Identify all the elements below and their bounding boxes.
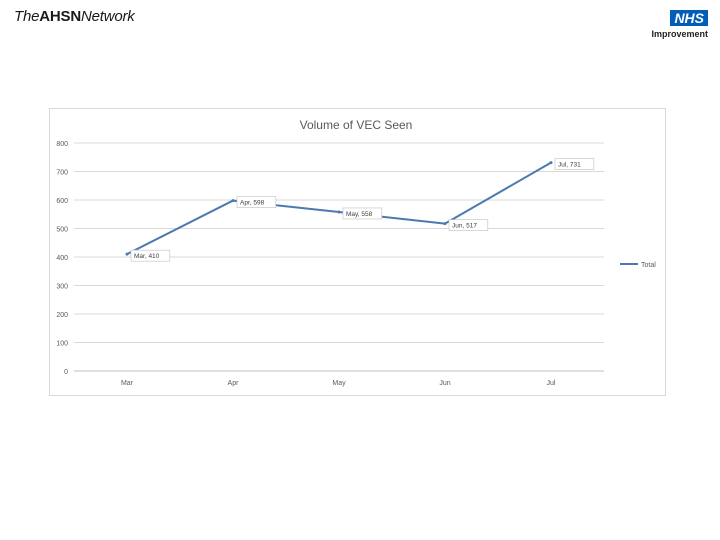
data-label-box (236, 196, 277, 208)
y-tick-label: 700 (56, 170, 68, 177)
chart-title: Volume of VEC Seen (300, 118, 413, 132)
x-tick-label: May (332, 380, 346, 387)
data-label: Mar, 410 (130, 249, 171, 262)
data-label-text: May, 558 (346, 211, 373, 218)
data-label-box (448, 219, 489, 231)
data-label-text: Jun, 517 (452, 223, 477, 230)
brand-the: The (14, 8, 40, 25)
y-tick-label: 600 (56, 198, 68, 205)
x-tick-label: Mar (121, 380, 134, 387)
y-tick-label: 400 (56, 255, 68, 262)
y-tick-label: 300 (56, 284, 68, 291)
data-label-box (130, 249, 171, 262)
data-label: Apr, 598 (236, 196, 277, 208)
nhs-logo-text: NHS (670, 10, 708, 26)
data-label-text: Mar, 410 (134, 253, 160, 260)
y-tick-label: 100 (56, 341, 68, 348)
data-point (231, 199, 235, 203)
x-tick-label: Jul (547, 380, 556, 387)
legend-label: Total (641, 262, 656, 269)
y-tick-label: 200 (56, 312, 68, 319)
data-label-box (554, 158, 595, 170)
brand-ahsn: AHSN (39, 8, 81, 25)
data-label: Jul, 731 (554, 158, 595, 170)
data-point (443, 222, 447, 226)
nhs-sub-text: Improvement (651, 29, 708, 39)
ahsn-network-logo: TheAHSNNetwork (14, 8, 135, 25)
data-label-text: Jul, 731 (558, 162, 581, 169)
series-line-total (126, 161, 552, 256)
x-tick-label: Jun (439, 380, 450, 387)
brand-network: Network (80, 8, 135, 25)
data-label: May, 558 (342, 207, 383, 220)
y-tick-label: 500 (56, 227, 68, 234)
nhs-improvement-logo: NHS Improvement (646, 10, 708, 39)
x-tick-label: Apr (228, 380, 240, 387)
data-point (549, 161, 553, 165)
y-tick-label: 800 (56, 141, 68, 148)
data-point (337, 210, 341, 214)
y-tick-label: 0 (64, 369, 68, 376)
data-label: Jun, 517 (448, 219, 489, 231)
data-label-box (342, 207, 383, 220)
data-label-text: Apr, 598 (240, 200, 265, 207)
data-point (125, 252, 129, 256)
